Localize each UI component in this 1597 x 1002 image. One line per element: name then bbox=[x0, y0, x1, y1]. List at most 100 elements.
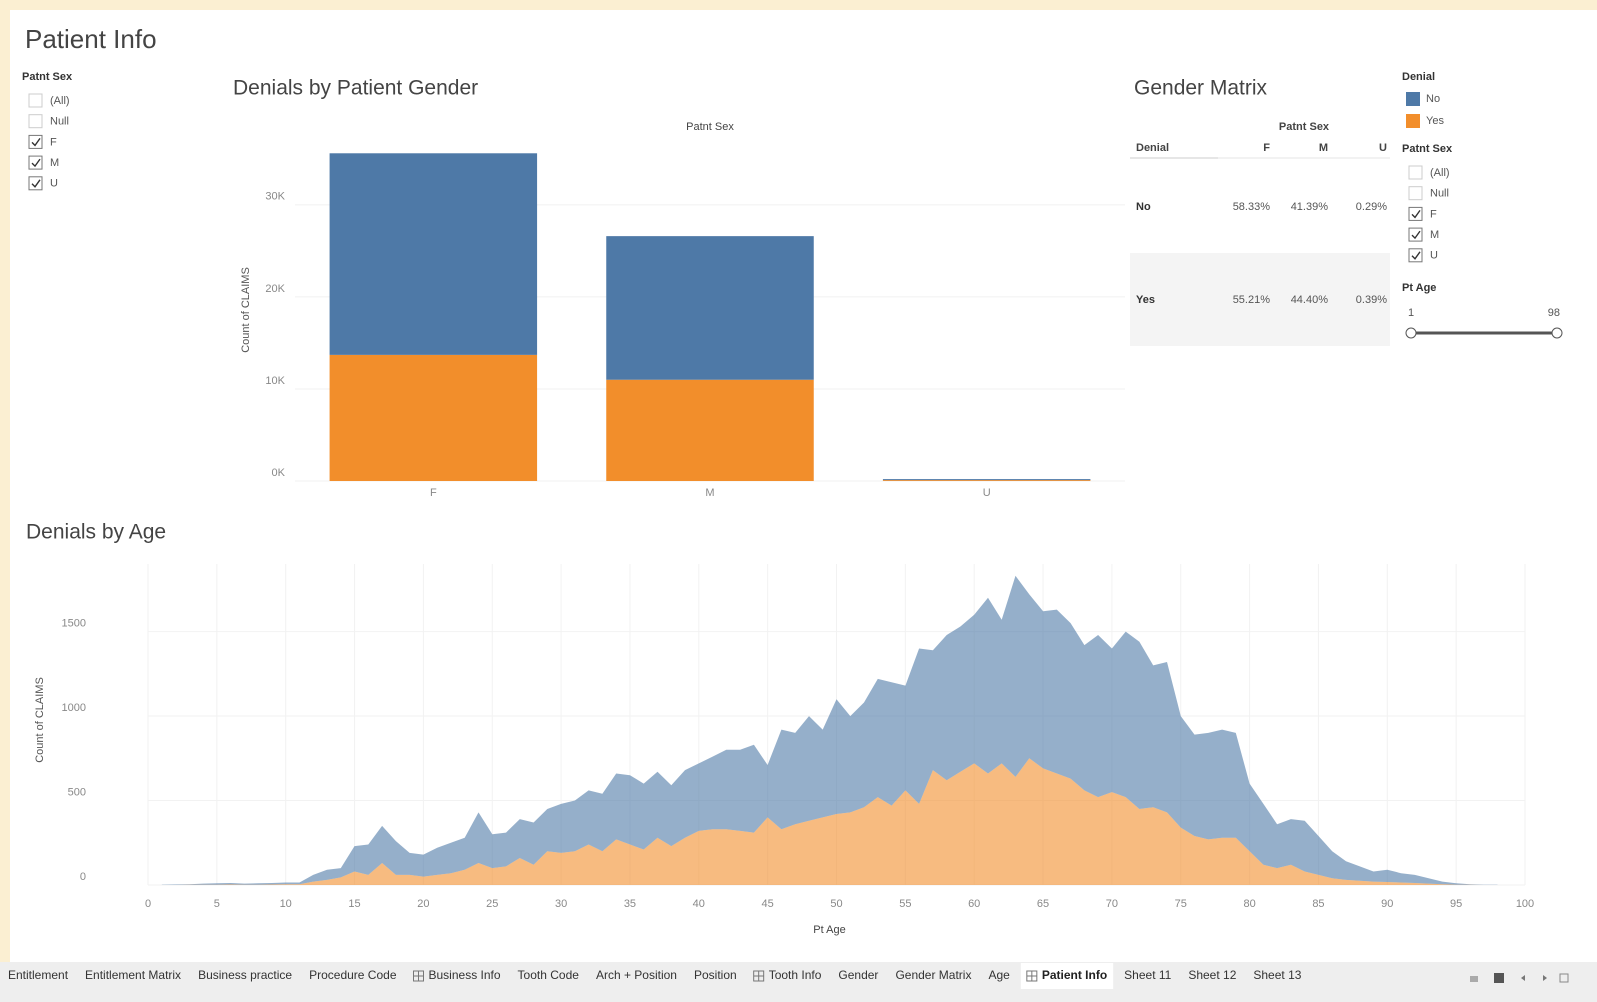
x-tick-label: 5 bbox=[214, 898, 220, 910]
x-tick-label: U bbox=[983, 487, 991, 499]
filter-option[interactable]: M bbox=[1430, 229, 1439, 241]
x-tick-label: 100 bbox=[1516, 898, 1534, 910]
checkbox[interactable] bbox=[1408, 227, 1423, 242]
sheet-tab[interactable]: Patient Info bbox=[1042, 968, 1107, 982]
sheet-tab[interactable]: Sheet 13 bbox=[1253, 968, 1301, 982]
chart-title: Denials by Age bbox=[26, 521, 166, 544]
checkbox[interactable] bbox=[28, 155, 43, 170]
sheet-tab[interactable]: Position bbox=[694, 968, 737, 982]
x-tick-label: 95 bbox=[1450, 898, 1462, 910]
legend-title: Denial bbox=[1402, 71, 1435, 83]
y-axis-title: Count of CLAIMS bbox=[34, 677, 46, 763]
legend-swatch bbox=[1406, 92, 1420, 106]
sheet-tab[interactable]: Gender bbox=[838, 968, 878, 982]
filter-title: Patnt Sex bbox=[22, 71, 73, 83]
chart-title: Denials by Patient Gender bbox=[233, 77, 478, 100]
check-mark bbox=[1411, 230, 1421, 240]
matrix-cell: Yes bbox=[1136, 294, 1155, 306]
sheet-tab[interactable]: Sheet 12 bbox=[1188, 968, 1236, 982]
checkbox[interactable] bbox=[28, 93, 43, 108]
filter-option[interactable]: U bbox=[1430, 250, 1438, 262]
x-tick-label: M bbox=[705, 487, 714, 499]
matrix-header-cell: U bbox=[1379, 142, 1387, 154]
filter-title: Patnt Sex bbox=[1402, 143, 1453, 155]
legend-swatch bbox=[1406, 114, 1420, 128]
bar-segment bbox=[882, 479, 1091, 481]
checkbox[interactable] bbox=[28, 134, 43, 149]
filter-option[interactable]: (All) bbox=[50, 95, 70, 107]
matrix-row-band bbox=[1130, 253, 1390, 346]
check-mark bbox=[31, 179, 41, 188]
matrix-cell: 58.33% bbox=[1233, 201, 1271, 213]
matrix-title: Gender Matrix bbox=[1134, 77, 1268, 100]
checkbox[interactable] bbox=[1408, 206, 1423, 221]
slider-thumb[interactable] bbox=[1551, 327, 1563, 339]
matrix-cell: No bbox=[1136, 201, 1151, 213]
y-axis-title: Count of CLAIMS bbox=[240, 267, 252, 353]
sheet-tab[interactable]: Entitlement bbox=[8, 968, 69, 982]
sheet-tab[interactable]: Tooth Info bbox=[769, 968, 822, 982]
matrix-column-header: Patnt Sex bbox=[1279, 121, 1330, 133]
sheet-tab[interactable]: Sheet 11 bbox=[1124, 968, 1171, 982]
bar-segment bbox=[329, 354, 538, 481]
slider-min: 1 bbox=[1408, 307, 1414, 319]
sheet-tab[interactable]: Arch + Position bbox=[596, 968, 677, 982]
sheet-tab[interactable]: Procedure Code bbox=[309, 968, 397, 982]
filter-option[interactable]: F bbox=[50, 136, 57, 148]
tab-nav-icons bbox=[1470, 973, 1569, 983]
filter-option[interactable]: F bbox=[1430, 208, 1437, 220]
dashboard-icon bbox=[1026, 971, 1037, 981]
sheet-tab[interactable]: Business Info bbox=[429, 968, 501, 982]
x-tick-label: 55 bbox=[899, 898, 911, 910]
y-tick-label: 500 bbox=[68, 786, 86, 798]
x-tick-label: 65 bbox=[1037, 898, 1049, 910]
matrix-cell: 44.40% bbox=[1291, 294, 1329, 306]
filter-option[interactable]: M bbox=[50, 157, 59, 169]
tab-bar bbox=[0, 962, 1597, 1002]
slider-title: Pt Age bbox=[1402, 282, 1436, 294]
legend-label: No bbox=[1426, 93, 1440, 105]
bar-segment bbox=[882, 480, 1091, 481]
filter-option[interactable]: Null bbox=[1430, 188, 1449, 200]
matrix-cell: 0.39% bbox=[1356, 294, 1387, 306]
x-axis-title: Patnt Sex bbox=[686, 121, 734, 133]
filter-option[interactable]: Null bbox=[50, 116, 69, 128]
slider-thumb[interactable] bbox=[1405, 327, 1417, 339]
x-tick-label: 20 bbox=[417, 898, 429, 910]
area bbox=[161, 575, 1498, 885]
slider-max: 98 bbox=[1548, 307, 1560, 319]
check-mark bbox=[1411, 209, 1421, 219]
y-tick-label: 30K bbox=[265, 191, 285, 203]
matrix-header-cell: Denial bbox=[1136, 142, 1169, 154]
checkbox[interactable] bbox=[28, 114, 43, 129]
filter-option[interactable]: U bbox=[50, 178, 58, 190]
dashboard-icon bbox=[753, 971, 764, 981]
dashboard-title: Patient Info bbox=[25, 24, 157, 54]
x-tick-label: 35 bbox=[624, 898, 636, 910]
sheet-tab[interactable]: Age bbox=[988, 968, 1010, 982]
x-tick-label: 85 bbox=[1312, 898, 1324, 910]
check-mark bbox=[1411, 251, 1421, 260]
matrix-header-cell: F bbox=[1263, 142, 1270, 154]
checkbox[interactable] bbox=[28, 176, 43, 191]
x-axis-title: Pt Age bbox=[813, 924, 845, 936]
matrix-cell: 41.39% bbox=[1291, 201, 1329, 213]
sheet-tab[interactable]: Gender Matrix bbox=[895, 968, 971, 982]
dashboard-icon bbox=[413, 971, 424, 981]
tabs: Entitlement Entitlement Matrix Business pr… bbox=[8, 963, 1302, 989]
x-tick-label: 70 bbox=[1106, 898, 1118, 910]
matrix-header-cell: M bbox=[1319, 142, 1328, 154]
legend-label: Yes bbox=[1426, 115, 1444, 127]
checkbox[interactable] bbox=[1408, 186, 1423, 201]
y-tick-label: 1500 bbox=[62, 617, 86, 629]
sheet-tab[interactable]: Tooth Code bbox=[518, 968, 580, 982]
checkbox[interactable] bbox=[1408, 165, 1423, 180]
x-tick-label: 75 bbox=[1175, 898, 1187, 910]
checkbox[interactable] bbox=[1408, 248, 1423, 263]
sheet-tab[interactable]: Business practice bbox=[198, 968, 292, 982]
x-tick-label: 25 bbox=[486, 898, 498, 910]
filter-option[interactable]: (All) bbox=[1430, 167, 1450, 179]
sheet-tab[interactable]: Entitlement Matrix bbox=[85, 968, 181, 982]
